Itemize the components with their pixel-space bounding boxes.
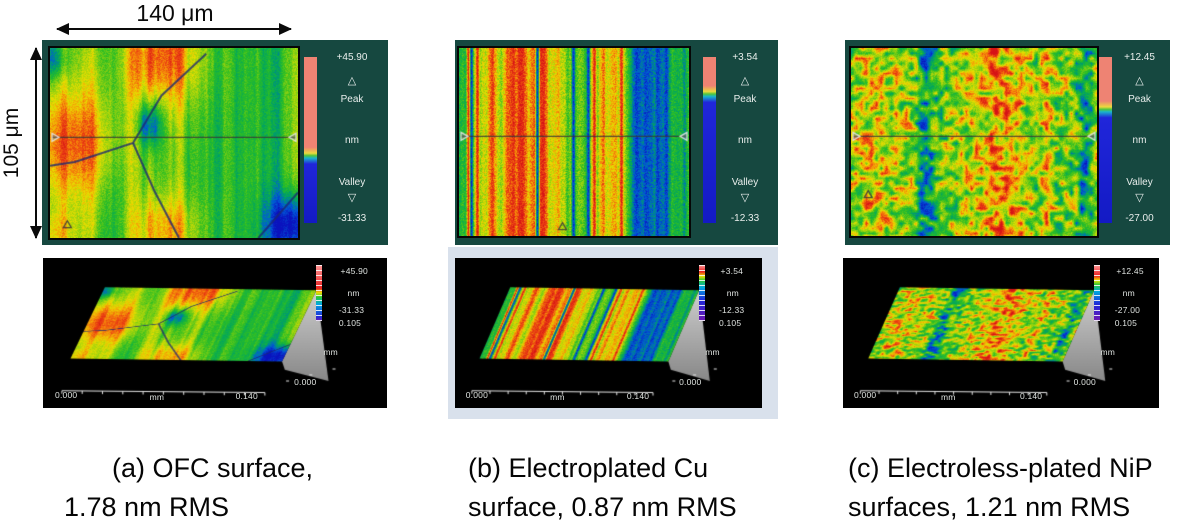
valley-triangle-icon: ▽ (347, 192, 357, 204)
valley-value: -12.33 (719, 305, 745, 316)
valley-value: -27.00 (1114, 305, 1141, 316)
surface-plot3d (43, 258, 387, 408)
x-axis-origin-label: 0.000 (55, 390, 78, 400)
depth-unit-label: mm (705, 346, 720, 357)
valley-label: Valley (731, 177, 759, 188)
x-axis-end-label: 0.140 (235, 390, 258, 401)
valley-value: -31.33 (338, 305, 365, 316)
x-axis-unit-label: mm (149, 392, 165, 403)
valley-value: -27.00 (1125, 213, 1154, 224)
unit-label: nm (1122, 288, 1135, 298)
height-scale-label: 105 μm (0, 107, 23, 179)
valley-label: Valley (1126, 177, 1153, 188)
surface-plot3d-panel-c: +12.45 nm -27.00 0.105 mm 0.000 0.000 mm… (843, 258, 1159, 408)
peak-value: +12.45 (1116, 265, 1144, 276)
width-scale-label: 140 μm (136, 0, 214, 26)
surface-plot3d (843, 258, 1159, 408)
color-scale-bar (1099, 57, 1112, 223)
depth-unit-label: mm (1100, 346, 1116, 357)
arrow-up-icon (30, 47, 42, 60)
peak-triangle-icon: △ (740, 75, 750, 87)
x-axis-origin-label: 0.000 (465, 390, 489, 400)
peak-triangle-icon: △ (347, 75, 357, 87)
arrow-down-icon (30, 226, 42, 239)
valley-value: -31.33 (337, 213, 367, 224)
color-scale-labels: +3.54 △ Peak nm Valley ▽ -12.33 (716, 40, 774, 245)
peak-triangle-icon: △ (1135, 75, 1144, 87)
peak-value: +45.90 (340, 265, 368, 276)
x-axis-origin-label: 0.000 (854, 390, 877, 400)
depth-origin-label: 0.000 (679, 376, 702, 387)
caption-line: 1.78 nm RMS (64, 492, 230, 522)
surface-plot3d (455, 258, 762, 408)
peak-value: +3.54 (720, 265, 744, 276)
x-axis-end-label: 0.140 (1019, 390, 1043, 401)
surface-map-panel-b: +3.54 △ Peak nm Valley ▽ -12.33 (455, 40, 778, 245)
color-scale-bar (304, 57, 317, 223)
valley-triangle-icon: ▽ (740, 192, 750, 204)
caption-line: (b) Electroplated Cu (468, 453, 709, 483)
peak-label: Peak (733, 94, 757, 105)
depth-origin-label: 0.000 (294, 376, 317, 387)
width-scale-arrow-icon (56, 23, 292, 35)
peak-value: +3.54 (732, 52, 758, 63)
color-scale-labels: +45.90 △ Peak nm Valley ▽ -31.33 (320, 40, 384, 245)
unit-label: nm (1132, 135, 1147, 146)
depth-extent-label: 0.105 (1114, 318, 1138, 328)
depth-extent-label: 0.105 (338, 318, 362, 328)
surface-heightmap-2d (849, 46, 1099, 238)
caption-line: (c) Electroless-plated NiP (848, 453, 1153, 483)
valley-label: Valley (338, 177, 366, 188)
caption-line: (a) OFC surface, (112, 453, 314, 483)
caption-a: (a) OFC surface, 1.78 nm RMS (64, 449, 313, 527)
depth-origin-label: 0.000 (1073, 376, 1096, 387)
valley-triangle-icon: ▽ (1135, 192, 1144, 204)
surface-plot3d-panel-b: +3.54 nm -12.33 0.105 mm 0.000 0.000 mm … (455, 258, 762, 408)
surface-plot3d-panel-a: +45.90 nm -31.33 0.105 mm 0.000 0.000 mm… (43, 258, 387, 408)
arrow-left-icon (56, 23, 69, 35)
depth-extent-label: 0.105 (719, 318, 742, 328)
unit-label: nm (738, 135, 752, 146)
peak-label: Peak (1128, 94, 1151, 105)
color-scale-labels: +12.45 △ Peak nm Valley ▽ -27.00 (1112, 40, 1167, 245)
color-scale-bar (703, 57, 716, 223)
surface-map-panel-a: +45.90 △ Peak nm Valley ▽ -31.33 (42, 40, 388, 245)
mini-color-scale-bar (1094, 264, 1101, 321)
height-scale-arrow-icon (30, 47, 42, 239)
caption-c: (c) Electroless-plated NiP surfaces, 1.2… (848, 449, 1153, 527)
x-axis-end-label: 0.140 (626, 390, 650, 401)
x-axis-unit-label: mm (940, 392, 956, 403)
peak-label: Peak (340, 94, 364, 105)
x-axis-unit-label: mm (550, 392, 565, 403)
unit-label: nm (345, 135, 359, 146)
peak-value: +45.90 (336, 52, 368, 63)
unit-label: nm (347, 288, 360, 298)
surface-heightmap-2d (48, 46, 300, 240)
surface-heightmap-2d (457, 46, 691, 238)
unit-label: nm (726, 288, 739, 298)
mini-color-scale-bar (699, 264, 706, 321)
caption-line: surfaces, 1.21 nm RMS (848, 492, 1131, 522)
caption-b: (b) Electroplated Cu surface, 0.87 nm RM… (468, 449, 737, 527)
caption-line: surface, 0.87 nm RMS (468, 492, 737, 522)
peak-value: +12.45 (1124, 52, 1155, 63)
surface-map-panel-c: +12.45 △ Peak nm Valley ▽ -27.00 (845, 40, 1170, 245)
arrow-right-icon (279, 23, 292, 35)
valley-value: -12.33 (730, 213, 760, 224)
mini-color-scale-bar (316, 264, 323, 321)
depth-unit-label: mm (323, 346, 338, 357)
